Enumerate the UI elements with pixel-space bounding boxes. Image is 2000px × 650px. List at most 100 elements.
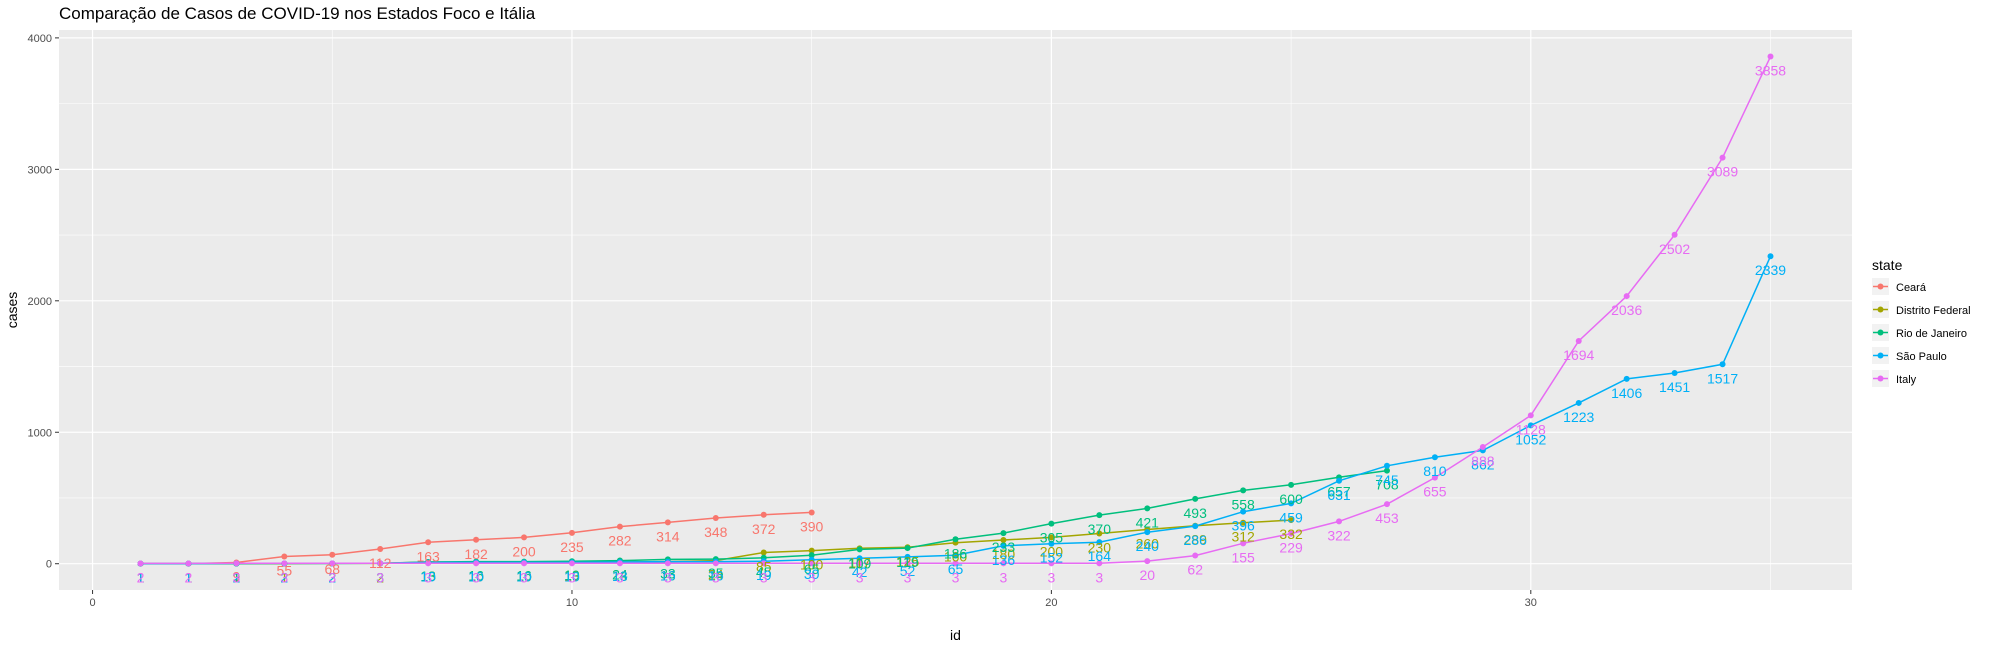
data-point [1192, 523, 1199, 530]
data-label: 314 [656, 528, 680, 544]
data-label: 3858 [1755, 63, 1786, 79]
data-label: 2 [328, 569, 336, 585]
data-point [664, 560, 671, 567]
data-label: 10 [468, 568, 484, 584]
data-label: 35 [708, 565, 724, 581]
data-point [185, 560, 192, 567]
data-label: 493 [1184, 505, 1208, 521]
x-tick-label: 30 [1525, 597, 1537, 609]
data-point [1048, 540, 1055, 547]
data-point [1096, 530, 1103, 537]
data-point [1000, 560, 1007, 567]
data-label: 229 [1279, 540, 1303, 556]
data-label: 631 [1327, 487, 1351, 503]
data-label: 65 [804, 561, 820, 577]
data-point [1575, 338, 1582, 345]
data-label: 3 [856, 569, 864, 585]
data-label: 9 [232, 569, 240, 585]
data-label: 421 [1136, 514, 1160, 530]
data-point [1288, 500, 1295, 507]
data-label: 10 [420, 568, 436, 584]
data-label: 3 [376, 569, 384, 585]
data-label: 3 [712, 569, 720, 585]
legend-title: state [1872, 257, 1903, 273]
data-label: 1 [232, 570, 240, 586]
data-label: 13 [420, 568, 436, 584]
legend-label: Ceará [1896, 282, 1927, 294]
plot-panel [59, 30, 1852, 590]
data-label: 164 [1088, 548, 1112, 564]
data-label: 3 [232, 569, 240, 585]
data-point [1719, 361, 1726, 368]
data-label: 1694 [1563, 347, 1594, 363]
data-point [664, 519, 671, 526]
data-label: 2 [185, 569, 193, 585]
data-point [808, 547, 815, 554]
data-point [760, 511, 767, 518]
data-label: 3 [616, 569, 624, 585]
data-label: 1 [280, 570, 288, 586]
axes: 0 10 20 30 0 1000 2000 3000 4000 [28, 33, 1537, 609]
data-point [1096, 539, 1103, 546]
data-point [952, 552, 959, 559]
data-point [1000, 537, 1007, 544]
data-point [377, 560, 384, 567]
data-point [1623, 293, 1630, 300]
x-axis-title: id [950, 627, 961, 643]
data-label: 1 [137, 570, 145, 586]
data-point [473, 560, 480, 567]
data-label: 235 [560, 539, 584, 555]
data-label: 3 [376, 569, 384, 585]
data-point [1336, 477, 1343, 484]
data-label: 3 [952, 569, 960, 585]
data-label: 136 [992, 552, 1016, 568]
data-label: 2036 [1611, 302, 1642, 318]
legend-label: São Paulo [1896, 351, 1947, 363]
chart-title: Comparação de Casos de COVID-19 nos Esta… [59, 4, 536, 23]
data-point [808, 560, 815, 567]
data-label: 19 [756, 567, 772, 583]
data-point [904, 545, 911, 552]
data-point [1575, 399, 1582, 406]
data-label: 396 [1231, 518, 1255, 534]
data-point [1240, 519, 1247, 526]
data-point [760, 560, 767, 567]
data-point [760, 549, 767, 556]
data-point [137, 560, 144, 567]
data-point [1479, 443, 1486, 450]
data-label: 125 [896, 553, 920, 569]
data-point [1096, 560, 1103, 567]
data-point [329, 551, 336, 558]
data-label: 42 [852, 564, 868, 580]
data-label: 30 [804, 566, 820, 582]
data-point [808, 509, 815, 516]
data-label: 163 [416, 548, 440, 564]
data-label: 1223 [1563, 409, 1594, 425]
data-point [1048, 520, 1055, 527]
data-label: 1 [137, 570, 145, 586]
data-point [1288, 530, 1295, 537]
data-label: 13 [564, 568, 580, 584]
data-label: 3 [1047, 569, 1055, 585]
data-label: 305 [1040, 530, 1064, 546]
data-point [521, 560, 528, 567]
data-point [1671, 231, 1678, 238]
data-point [712, 560, 719, 567]
data-point [1767, 253, 1774, 260]
data-label: 24 [708, 567, 724, 583]
data-label: 68 [324, 561, 340, 577]
data-point [568, 560, 575, 567]
data-point [1383, 467, 1390, 474]
data-label: 3 [328, 569, 336, 585]
data-label: 13 [612, 568, 628, 584]
data-label: 810 [1423, 463, 1447, 479]
data-label: 600 [1279, 491, 1303, 507]
data-label: 24 [612, 567, 628, 583]
data-label: 655 [1423, 484, 1447, 500]
data-point [521, 534, 528, 541]
data-points [137, 53, 1774, 567]
data-label: 16 [660, 568, 676, 584]
data-label: 230 [1088, 539, 1112, 555]
data-point [712, 514, 719, 521]
